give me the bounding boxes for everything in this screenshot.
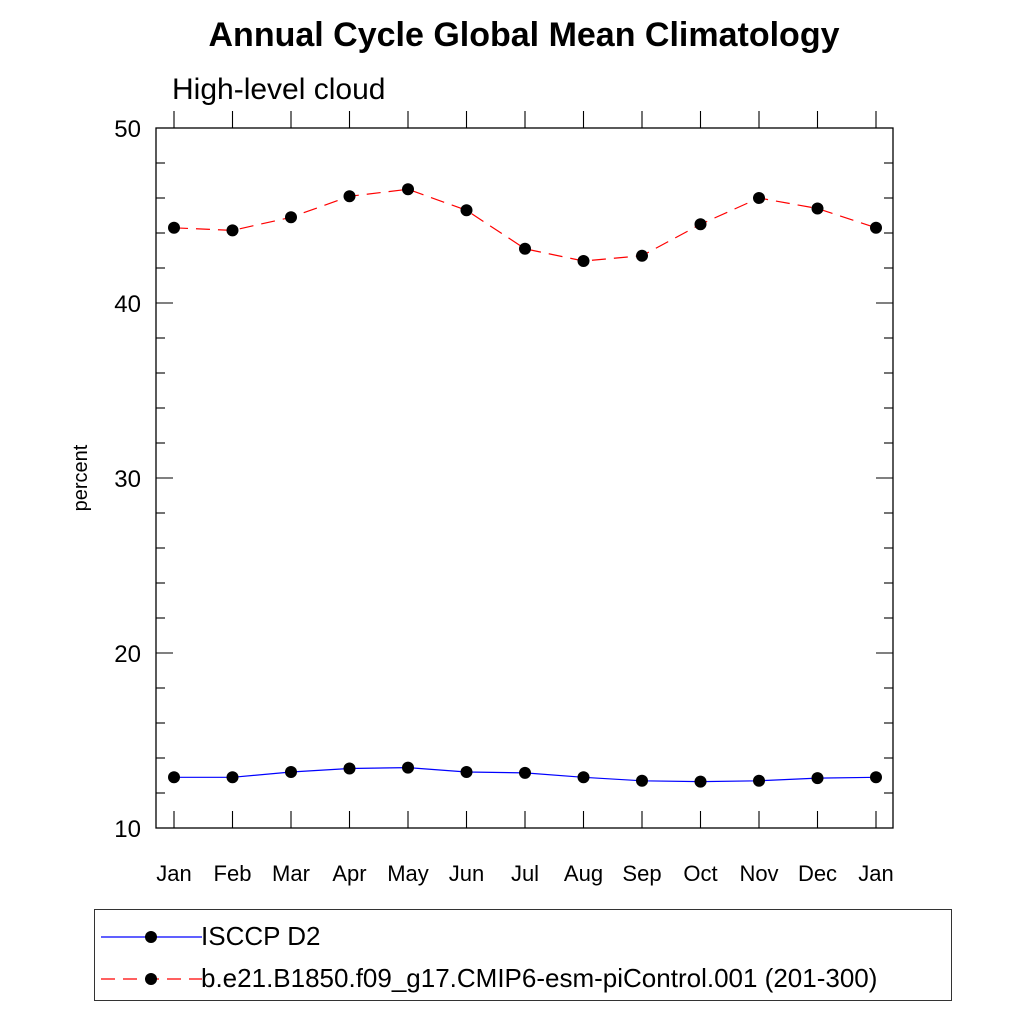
data-point xyxy=(870,221,882,234)
data-point xyxy=(811,772,824,785)
legend-swatch-model xyxy=(101,973,202,985)
data-point xyxy=(870,771,882,784)
x-tick-label: Dec xyxy=(798,861,837,886)
data-point xyxy=(402,183,414,196)
legend-label-isccp: ISCCP D2 xyxy=(201,921,321,951)
axes: 10 20 30 40 50 Jan Feb Mar Apr May Jun Jul Aug Sep Oct… xyxy=(114,111,894,886)
x-tick-label: Jun xyxy=(449,861,484,886)
data-point xyxy=(577,771,590,784)
data-point xyxy=(636,249,648,262)
x-tick-label: Oct xyxy=(683,861,717,886)
x-tick-label: Jul xyxy=(511,861,539,886)
legend-swatch-isccp xyxy=(101,931,202,943)
x-tick-label: Feb xyxy=(214,861,252,886)
data-point xyxy=(226,771,239,784)
data-point xyxy=(577,255,590,267)
data-point xyxy=(519,766,531,779)
series-0 xyxy=(168,761,882,788)
data-point xyxy=(753,192,765,204)
data-point xyxy=(285,211,297,224)
x-tick-label: May xyxy=(387,861,429,886)
series-1 xyxy=(168,183,882,267)
x-tick-label: Sep xyxy=(622,861,661,886)
x-tick-label: Apr xyxy=(332,861,366,886)
legend-label-model: b.e21.B1850.f09_g17.CMIP6-esm-piControl.… xyxy=(201,963,878,993)
data-point xyxy=(226,224,239,237)
data-point xyxy=(519,242,531,255)
data-point xyxy=(168,771,180,784)
series-layer xyxy=(168,183,882,788)
data-point xyxy=(343,762,356,775)
data-point xyxy=(460,204,473,217)
x-tick-label: Jan xyxy=(156,861,191,886)
data-point xyxy=(694,775,707,788)
y-tick-label: 20 xyxy=(114,641,141,668)
data-point xyxy=(343,190,356,203)
x-tick-label: Mar xyxy=(272,861,310,886)
data-point xyxy=(694,218,707,231)
data-point xyxy=(285,766,297,778)
chart-subtitle: High-level cloud xyxy=(172,73,385,106)
data-point xyxy=(460,766,473,778)
y-axis-label: percent xyxy=(70,444,92,511)
legend-item-model: b.e21.B1850.f09_g17.CMIP6-esm-piControl.… xyxy=(95,958,951,998)
data-point xyxy=(753,774,765,787)
legend-item-isccp: ISCCP D2 xyxy=(95,916,951,956)
x-tick-label: Jan xyxy=(858,861,893,886)
y-tick-label: 50 xyxy=(114,116,141,143)
y-tick-label: 40 xyxy=(114,291,141,318)
data-point xyxy=(636,774,648,787)
x-tick-label: Nov xyxy=(739,861,778,886)
legend: ISCCP D2 b.e21.B1850.f09_g17.CMIP6-esm-p… xyxy=(94,909,952,1001)
plot-frame xyxy=(155,127,894,829)
data-point xyxy=(402,761,414,774)
y-tick-label: 10 xyxy=(114,816,141,843)
data-point xyxy=(811,202,824,215)
chart-title: Annual Cycle Global Mean Climatology xyxy=(209,16,840,54)
y-tick-label: 30 xyxy=(114,466,141,493)
data-point xyxy=(168,221,180,234)
x-tick-label: Aug xyxy=(564,861,603,886)
